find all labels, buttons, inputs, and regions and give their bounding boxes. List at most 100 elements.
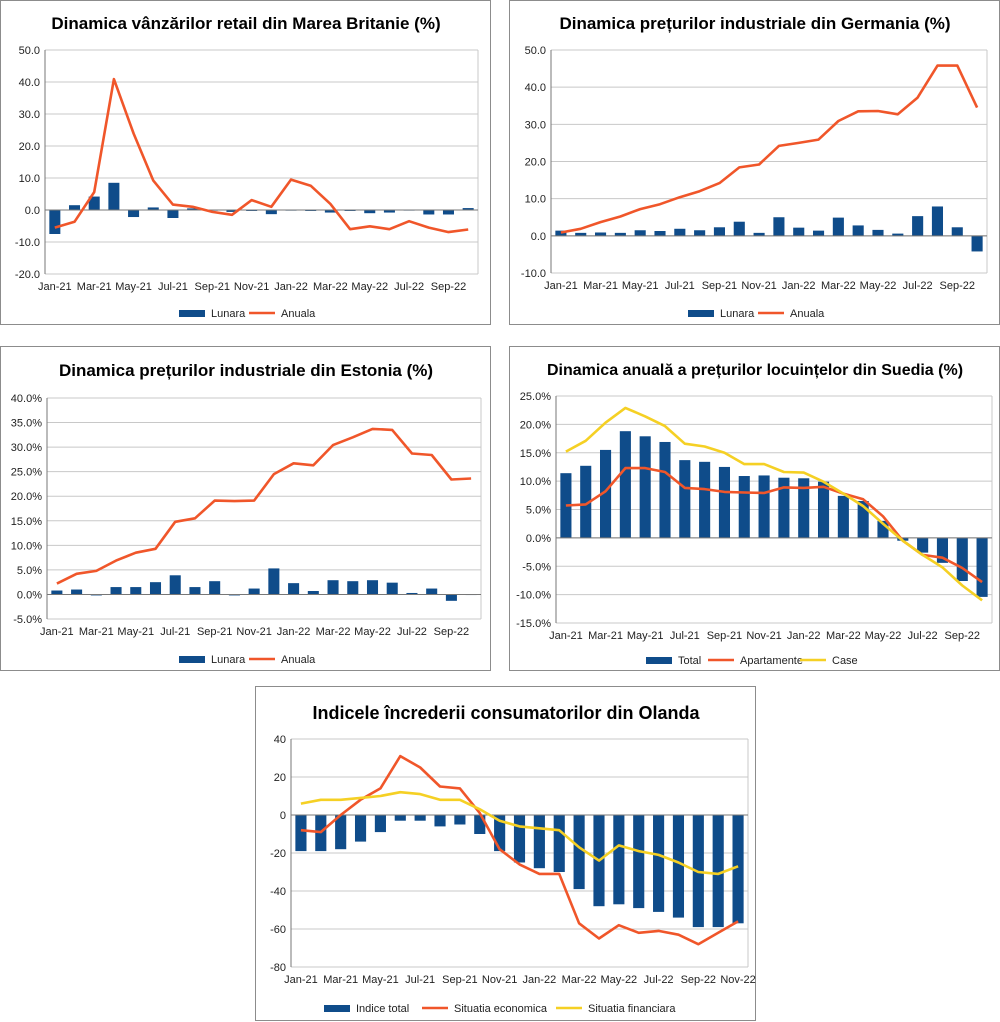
x-tick-label: Jan-21	[549, 630, 583, 642]
x-tick-label: Mar-22	[821, 280, 856, 292]
bar-lunara	[209, 581, 221, 595]
chart-panel-netherlands: Indicele încrederii consumatorilor din O…	[255, 686, 756, 1021]
x-tick-label: May-21	[115, 281, 152, 293]
bar-lunara	[575, 232, 587, 236]
x-tick-label: Sep-21	[707, 630, 742, 642]
bar-lunara	[694, 230, 706, 236]
legend-swatch-lunara	[179, 310, 205, 317]
x-tick-label: Mar-22	[316, 626, 351, 638]
bar-lunara	[226, 210, 238, 212]
legend-label: Anuala	[790, 308, 825, 320]
x-tick-label: Sep-22	[431, 281, 466, 293]
bar-lunara	[773, 217, 785, 236]
bar-lunara	[147, 207, 159, 210]
bar-total	[580, 465, 592, 538]
x-tick-label: Sep-22	[940, 280, 975, 292]
y-tick-label: 0.0	[531, 231, 546, 243]
bar-indice-total	[434, 815, 446, 827]
bar-lunara	[288, 583, 300, 595]
bar-lunara	[169, 575, 181, 595]
x-tick-label: Sep-22	[434, 626, 469, 638]
x-tick-label: Jul-22	[397, 626, 427, 638]
chart-netherlands: Indicele încrederii consumatorilor din O…	[270, 703, 756, 1015]
x-tick-label: Sep-22	[681, 974, 716, 986]
x-tick-label: Mar-21	[77, 281, 112, 293]
bar-indice-total	[732, 815, 744, 924]
chart-panel-estonia: Dinamica prețurilor industriale din Esto…	[0, 346, 491, 671]
x-tick-label: May-21	[362, 974, 399, 986]
y-tick-label: 10.0	[525, 194, 546, 206]
bar-total	[758, 475, 770, 538]
x-tick-label: Jul-22	[644, 974, 674, 986]
bar-indice-total	[633, 815, 645, 909]
y-tick-label: 0.0	[25, 205, 40, 217]
y-tick-label: -20	[270, 848, 286, 860]
legend-label: Anuala	[281, 654, 316, 666]
legend-label: Anuala	[281, 308, 316, 320]
bar-total	[778, 477, 790, 538]
x-tick-label: Sep-21	[197, 626, 232, 638]
bar-lunara	[445, 594, 457, 601]
x-tick-label: Nov-21	[236, 626, 271, 638]
bar-lunara	[462, 208, 474, 210]
x-tick-label: Jan-21	[284, 974, 318, 986]
bar-lunara	[71, 589, 83, 595]
x-tick-label: May-21	[622, 280, 659, 292]
legend-label: Indice total	[356, 1003, 409, 1015]
bar-total	[659, 441, 671, 538]
chart-title-sweden: Dinamica anuală a prețurilor locuințelor…	[547, 362, 963, 379]
bar-indice-total	[374, 815, 386, 833]
bar-indice-total	[414, 815, 426, 821]
y-tick-label: -15.0%	[516, 618, 551, 630]
line-anuala	[560, 64, 979, 234]
bar-indice-total	[474, 815, 486, 834]
y-tick-label: 40.0	[525, 82, 546, 94]
y-tick-label: 20.0	[525, 157, 546, 169]
y-tick-label: 0	[280, 810, 286, 822]
y-tick-label: 20.0%	[11, 491, 42, 503]
bar-lunara	[248, 588, 260, 595]
bar-total	[956, 537, 968, 582]
x-tick-label: Jan-21	[38, 281, 72, 293]
chart-sweden: Dinamica anuală a prețurilor locuințelor…	[516, 362, 993, 667]
bar-indice-total	[354, 815, 367, 842]
x-tick-label: Nov-21	[741, 280, 776, 292]
y-tick-label: -10.0%	[516, 590, 551, 602]
bar-total	[877, 520, 889, 538]
x-tick-label: Jan-22	[782, 280, 816, 292]
bar-total	[718, 466, 731, 538]
y-tick-label: -80	[270, 962, 286, 974]
x-tick-label: Jul-21	[160, 626, 190, 638]
y-tick-label: 35.0%	[11, 418, 42, 430]
line-situatia-economica	[300, 754, 739, 946]
x-tick-label: Mar-22	[826, 630, 861, 642]
bar-indice-total	[394, 815, 406, 821]
bar-lunara	[812, 230, 825, 236]
x-tick-label: Sep-21	[195, 281, 230, 293]
x-tick-label: Jul-21	[670, 630, 700, 642]
bar-indice-total	[553, 815, 565, 872]
x-tick-label: Nov-21	[746, 630, 781, 642]
bar-lunara	[128, 210, 140, 218]
x-tick-label: Jan-22	[523, 974, 557, 986]
y-tick-label: 15.0%	[520, 448, 551, 460]
bar-indice-total	[573, 815, 585, 890]
x-tick-label: Jan-22	[787, 630, 821, 642]
x-tick-label: Sep-21	[702, 280, 737, 292]
chart-germany: Dinamica prețurilor industriale din Germ…	[521, 14, 988, 320]
bar-lunara	[654, 231, 666, 236]
bar-total	[619, 431, 631, 538]
x-tick-label: May-22	[860, 280, 897, 292]
chart-panel-germany: Dinamica prețurilor industriale din Germ…	[509, 0, 1000, 325]
bar-total	[917, 537, 929, 553]
chart-estonia: Dinamica prețurilor industriale din Esto…	[11, 361, 482, 666]
bar-indice-total	[335, 815, 347, 850]
x-tick-label: Sep-21	[442, 974, 477, 986]
legend-label: Lunara	[211, 654, 246, 666]
bar-total	[738, 476, 750, 538]
y-tick-label: 40	[274, 734, 286, 746]
bar-lunara	[189, 587, 201, 595]
bar-lunara	[832, 217, 844, 236]
legend-label: Apartamente	[740, 655, 803, 667]
bar-lunara	[892, 233, 904, 236]
